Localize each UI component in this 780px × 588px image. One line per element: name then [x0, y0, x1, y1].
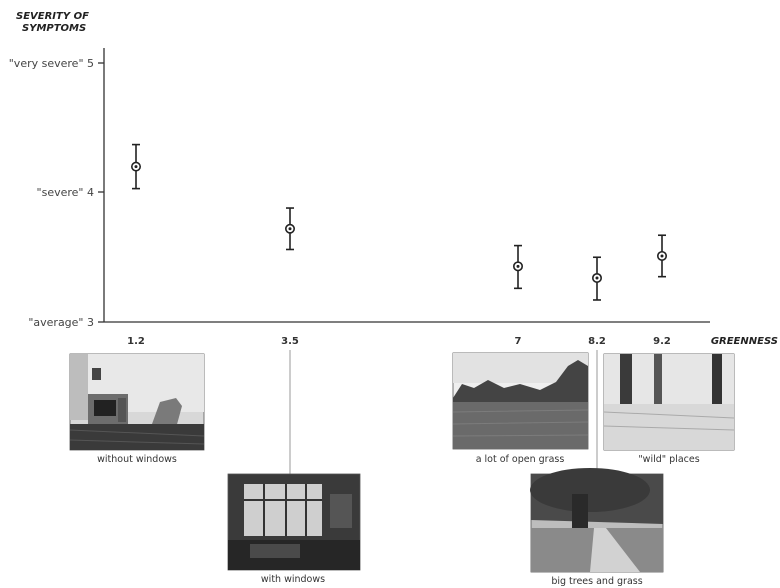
- photo-with-windows: [227, 473, 361, 571]
- point-center-dot: [288, 227, 292, 231]
- x-tick-label-1-2: 1.2: [127, 336, 145, 347]
- photo-wild-places: [603, 353, 735, 451]
- x-tick-label-8-2: 8.2: [588, 336, 606, 347]
- y-tick-label-severe: "severe" 4: [37, 186, 94, 199]
- x-tick-label-9-2: 9.2: [653, 336, 671, 347]
- point-center-dot: [134, 165, 138, 169]
- x-tick-label-7: 7: [515, 336, 522, 347]
- data-points: [131, 143, 667, 301]
- point-center-dot: [516, 264, 520, 268]
- caption-open-grass: a lot of open grass: [476, 454, 565, 465]
- x-axis-title: GREENNESS: [711, 336, 778, 347]
- photo-open-grass: [452, 352, 589, 450]
- data-point-with-windows: [284, 207, 295, 251]
- y-axis-title-line1: SEVERITY OF: [16, 11, 89, 22]
- caption-with-windows: with windows: [261, 574, 325, 585]
- caption-without-windows: without windows: [97, 454, 177, 465]
- point-center-dot: [595, 276, 599, 280]
- y-tick-label-very-severe: "very severe" 5: [9, 57, 94, 70]
- data-point-wild-places: [656, 234, 667, 278]
- photo-without-windows: [69, 353, 205, 451]
- photo-big-trees: [530, 468, 664, 573]
- data-point-without-windows: [131, 143, 142, 190]
- y-tick-label-average: "average" 3: [28, 316, 94, 329]
- point-center-dot: [660, 254, 664, 258]
- data-point-a-lot-of-open-grass: [512, 244, 523, 290]
- data-point-big-trees-and-grass: [591, 256, 602, 301]
- x-tick-label-3-5: 3.5: [281, 336, 299, 347]
- caption-big-trees: big trees and grass: [551, 576, 642, 587]
- y-axis-title-line2: SYMPTOMS: [22, 23, 86, 34]
- caption-wild-places: "wild" places: [638, 454, 699, 465]
